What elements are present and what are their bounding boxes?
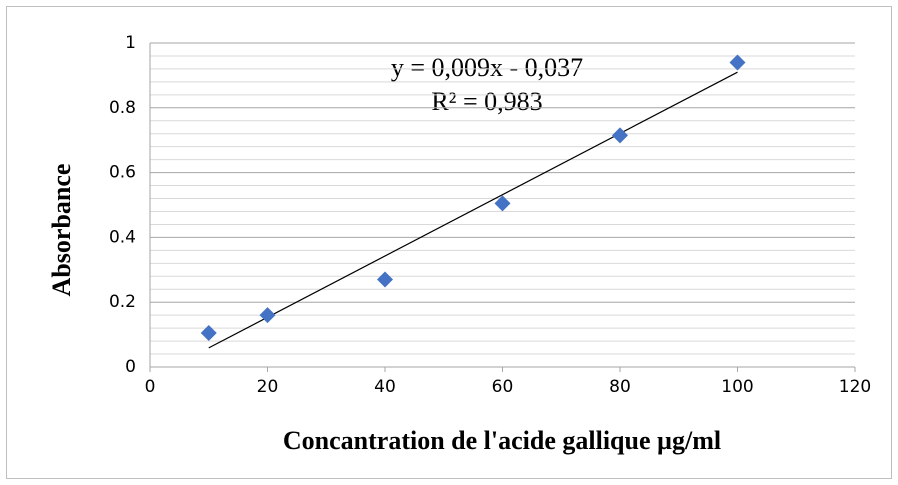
data-point [259,307,276,324]
y-tick-label: 0.6 [109,163,136,183]
trendline [208,71,738,349]
y-tick-label: 1 [125,33,136,53]
r-squared: R² = 0,983 [431,87,542,116]
data-point [729,54,746,71]
x-tick-label: 20 [257,377,279,397]
data-point [200,324,217,341]
x-tick-label: 80 [609,377,631,397]
data-point [612,127,628,144]
x-tick-label: 40 [374,377,396,397]
data-point [494,195,511,212]
y-tick-label: 0.8 [109,98,136,118]
x-axis-label: Concantration de l'acide gallique µg/ml [283,426,721,455]
y-tick-label: 0.4 [109,227,136,247]
x-tick-label: 60 [492,377,514,397]
x-tick-label: 120 [839,377,871,397]
equation: y = 0,009x - 0,037 [391,53,583,82]
y-axis-label: Absorbance [47,164,76,297]
data-point [377,271,393,288]
x-tick-label: 0 [145,377,156,397]
x-tick-label: 100 [721,377,753,397]
chart-border [6,6,892,479]
y-tick-label: 0 [125,357,136,377]
y-tick-label: 0.2 [109,292,136,312]
